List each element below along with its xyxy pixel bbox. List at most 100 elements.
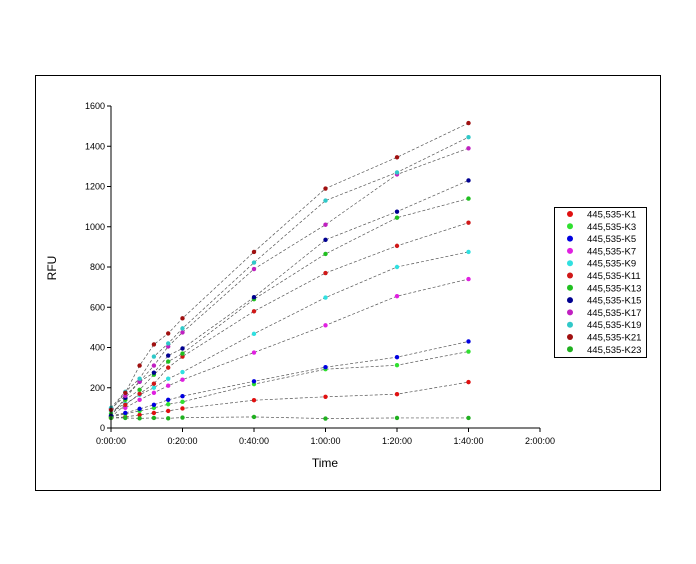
legend-marker [567,272,573,279]
legend-marker [567,284,573,291]
legend-item: 445,535-K11 [567,271,641,282]
legend-item: 445,535-K21 [567,333,641,344]
data-point [251,414,257,420]
data-point [394,363,400,368]
legend-marker [567,223,573,230]
legend-item: 445,535-K7 [567,246,636,257]
x-axis-label: Time [312,456,339,470]
legend-item: 445,535-K9 [567,259,636,270]
data-point [180,330,185,335]
series-445,535-K19 [108,134,471,411]
legend-item: 445,535-K15 [567,296,641,307]
data-point [137,412,142,418]
legend-label: 445,535-K17 [587,308,641,319]
data-point [166,383,171,388]
data-point [251,331,257,337]
data-point [466,249,471,255]
data-point [166,402,171,407]
legend-label: 445,535-K5 [587,234,636,245]
series-line [110,222,469,418]
data-point [466,120,471,126]
series-line [110,278,469,410]
data-point [180,326,185,331]
data-point [180,346,185,351]
y-tick-label: 1000 [85,222,105,232]
data-point [394,391,400,397]
data-point [394,264,400,270]
data-point [151,405,157,411]
data-point [323,416,328,421]
data-point [394,243,400,249]
series-445,535-K11 [108,220,471,420]
legend-label: 445,535-K13 [587,283,641,294]
data-point [180,377,185,382]
data-point [166,344,171,349]
y-tick-label: 0 [100,423,105,433]
data-point [137,397,142,403]
series-line [110,381,469,419]
data-point [394,354,400,360]
data-point [166,365,171,370]
legend-item: 445,535-K3 [567,222,636,233]
data-point [180,406,185,411]
legend-marker [567,235,573,242]
legend-item: 445,535-K23 [567,345,641,356]
series-line [110,122,469,411]
x-tick-label: 1:20:00 [382,436,412,446]
legend-marker [567,321,573,328]
data-point [151,354,157,359]
data-point [123,390,128,395]
data-point [180,415,185,420]
data-point [323,394,328,400]
data-point [466,196,471,201]
series-445,535-K15 [108,178,471,419]
data-point [251,350,257,355]
data-point [151,370,157,375]
series-445,535-K13 [108,196,471,417]
data-point [151,415,157,421]
data-point [166,341,171,346]
x-tick-label: 1:40:00 [453,436,483,446]
chart-frame [35,75,661,491]
series-445,535-K17 [108,146,471,412]
data-point [251,249,257,255]
legend-marker [567,211,573,217]
series-line [110,351,469,418]
x-tick-label: 0:40:00 [239,436,269,446]
data-point [394,209,400,214]
data-point [137,376,142,381]
data-point [466,178,471,183]
data-point [323,237,328,243]
data-point [123,405,128,411]
data-point [137,379,142,384]
legend-marker [567,346,573,353]
series-445,535-K3 [108,349,471,420]
y-tick-label: 200 [90,383,105,393]
data-point [166,397,171,403]
data-point [323,365,328,370]
data-point [123,410,128,416]
legend-label: 445,535-K19 [587,320,641,331]
legend-marker [567,334,573,340]
data-point [323,198,328,203]
legend-label: 445,535-K1 [587,210,636,221]
data-point [137,363,142,368]
data-point [166,416,171,421]
legend-box [554,207,647,358]
data-point [323,222,328,227]
legend-item: 445,535-K19 [567,320,641,331]
data-point [394,415,400,421]
legend-item: 445,535-K13 [567,283,641,294]
data-point [323,323,328,328]
data-point [466,379,471,385]
data-point [137,387,142,392]
legend-marker [567,297,573,304]
data-point [166,331,171,336]
y-tick-label: 800 [90,262,105,272]
data-point [166,359,171,364]
legend-label: 445,535-K11 [587,271,641,282]
data-point [151,342,157,347]
data-point [137,416,142,421]
data-point [323,270,328,276]
data-point [180,369,185,375]
